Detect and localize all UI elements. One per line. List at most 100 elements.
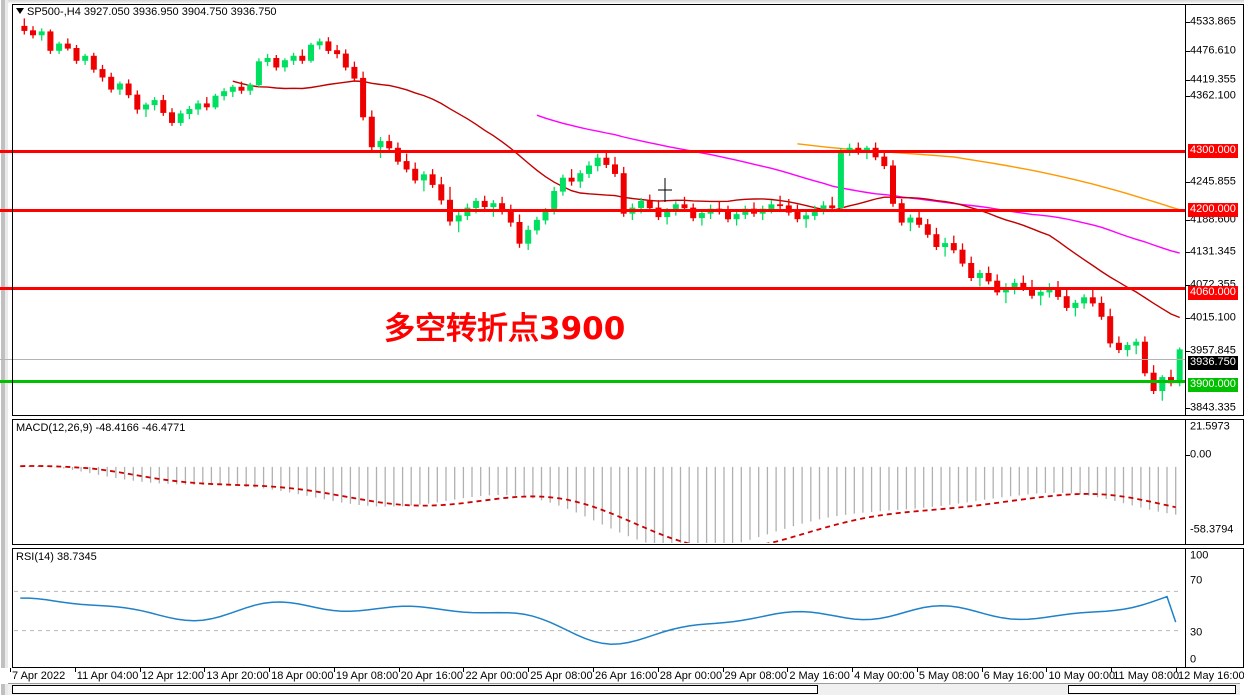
price-tick: 3957.845 bbox=[1190, 344, 1236, 357]
window-top-border bbox=[0, 0, 1244, 3]
axis-tickmark bbox=[1186, 182, 1190, 183]
level-tag-3900[interactable]: 3900.000 bbox=[1188, 378, 1238, 392]
price-tick: 4476.610 bbox=[1190, 44, 1236, 57]
level-tag-4200[interactable]: 4200.000 bbox=[1188, 203, 1238, 217]
scrollbar-thumb-right[interactable] bbox=[1068, 685, 1236, 694]
price-tick: 4245.855 bbox=[1190, 175, 1236, 188]
price-tick: 4419.355 bbox=[1190, 73, 1236, 86]
level-line-4300 bbox=[0, 150, 1185, 153]
symbol-header: SP500-,H4 3927.050 3936.950 3904.750 393… bbox=[16, 6, 277, 18]
time-tickmark bbox=[139, 668, 141, 672]
rsi-axis: 100 70 30 0 bbox=[1186, 548, 1244, 668]
time-tickmark bbox=[463, 668, 465, 672]
chart-annotation-text: 多空转折点3900 bbox=[384, 311, 626, 347]
time-axis-label: 22 Apr 00:00 bbox=[465, 670, 528, 682]
time-axis[interactable]: 7 Apr 2022 11 Apr 04:00 12 Apr 12:00 13 Apr… bbox=[0, 668, 1244, 684]
time-axis-label: 28 Apr 00:00 bbox=[659, 670, 723, 682]
macd-label: MACD(12,26,9) -48.4166 -46.4771 bbox=[16, 422, 186, 434]
scrollbar-thumb-left[interactable] bbox=[12, 685, 818, 694]
time-tickmark bbox=[1111, 668, 1113, 672]
axis-tickmark bbox=[1186, 22, 1190, 23]
axis-tickmark bbox=[1186, 318, 1190, 319]
level-line-4200 bbox=[0, 209, 1185, 212]
rsi-tick: 30 bbox=[1190, 626, 1203, 639]
time-axis-label: 5 May 08:00 bbox=[918, 670, 980, 682]
axis-tickmark bbox=[1186, 285, 1190, 286]
level-line-3900 bbox=[0, 380, 1185, 383]
level-tag-4300[interactable]: 4300.000 bbox=[1188, 144, 1238, 158]
level-tag-4060[interactable]: 4060.000 bbox=[1188, 286, 1238, 300]
time-axis-label: 25 Apr 08:00 bbox=[530, 670, 593, 682]
window-left-border bbox=[0, 0, 8, 695]
current-price-line bbox=[0, 359, 1185, 360]
horizontal-scrollbar[interactable] bbox=[8, 683, 1240, 695]
rsi-axis-separator bbox=[1185, 548, 1186, 668]
price-axis-separator bbox=[1185, 4, 1186, 416]
level-line-4060 bbox=[0, 287, 1185, 290]
axis-tickmark bbox=[1186, 80, 1190, 81]
time-tickmark bbox=[916, 668, 918, 672]
time-axis-label: 19 Apr 08:00 bbox=[335, 670, 399, 682]
macd-tick: 21.5973 bbox=[1190, 420, 1230, 433]
time-axis-label: 11 Apr 04:00 bbox=[76, 670, 139, 682]
price-tick: 4533.865 bbox=[1190, 15, 1236, 28]
price-tick: 4015.100 bbox=[1190, 311, 1236, 324]
time-axis-label: 18 Apr 00:00 bbox=[271, 670, 334, 682]
time-tickmark bbox=[657, 668, 659, 672]
price-tick: 4072.355 bbox=[1190, 278, 1236, 291]
axis-tickmark bbox=[1186, 351, 1190, 352]
time-tickmark bbox=[269, 668, 271, 672]
axis-tickmark bbox=[1186, 455, 1190, 456]
macd-axis-separator bbox=[1185, 419, 1186, 545]
time-axis-label: 6 May 16:00 bbox=[983, 670, 1045, 682]
axis-tickmark bbox=[1186, 220, 1190, 221]
price-candles bbox=[21, 18, 1183, 401]
time-axis-label: 26 Apr 16:00 bbox=[595, 670, 658, 682]
macd-tick: 0.00 bbox=[1190, 448, 1212, 461]
current-price-tag: 3936.750 bbox=[1188, 356, 1238, 370]
time-tickmark bbox=[1176, 668, 1177, 672]
symbol-quote-line: SP500-,H4 3927.050 3936.950 3904.750 393… bbox=[27, 6, 277, 18]
price-tick: 3843.335 bbox=[1190, 401, 1236, 414]
collapse-triangle-icon[interactable] bbox=[16, 8, 24, 15]
price-axis[interactable]: 4533.865 4476.610 4419.355 4362.100 4245… bbox=[1186, 4, 1244, 416]
time-axis-label: 11 May 08:00 bbox=[1113, 670, 1180, 682]
time-tickmark bbox=[74, 668, 76, 672]
macd-plot bbox=[19, 465, 1177, 543]
rsi-chart-panel[interactable] bbox=[12, 548, 1244, 668]
time-axis-label: 12 May 16:00 bbox=[1178, 670, 1244, 682]
rsi-label: RSI(14) 38.7345 bbox=[16, 551, 97, 563]
axis-tickmark bbox=[1186, 252, 1190, 253]
time-tickmark bbox=[528, 668, 530, 672]
time-axis-label: 10 May 00:00 bbox=[1048, 670, 1116, 682]
time-tickmark bbox=[10, 668, 11, 672]
time-tickmark bbox=[787, 668, 789, 672]
rsi-tick: 0 bbox=[1190, 653, 1197, 666]
time-tickmark bbox=[398, 668, 400, 672]
price-tick: 4188.600 bbox=[1190, 213, 1236, 226]
time-tickmark bbox=[204, 668, 206, 672]
price-tick: 4362.100 bbox=[1190, 89, 1236, 102]
rsi-tick: 70 bbox=[1190, 574, 1203, 587]
rsi-plot bbox=[14, 590, 1182, 645]
axis-tickmark bbox=[1186, 96, 1190, 97]
rsi-tick: 100 bbox=[1190, 549, 1209, 562]
time-axis-label: 7 Apr 2022 bbox=[12, 670, 66, 682]
time-tickmark bbox=[593, 668, 594, 672]
time-axis-label: 29 Apr 08:00 bbox=[724, 670, 787, 682]
time-axis-label: 20 Apr 16:00 bbox=[400, 670, 464, 682]
price-chart-panel[interactable] bbox=[12, 4, 1244, 416]
axis-tickmark bbox=[1186, 51, 1190, 52]
time-tickmark bbox=[981, 668, 983, 672]
macd-axis: 21.5973 0.00 -58.3794 bbox=[1186, 419, 1244, 545]
time-axis-label: 2 May 16:00 bbox=[789, 670, 850, 682]
macd-chart-panel[interactable] bbox=[12, 419, 1244, 545]
time-axis-label: 13 Apr 20:00 bbox=[206, 670, 269, 682]
macd-tick: -58.3794 bbox=[1190, 523, 1234, 536]
price-tick: 4131.345 bbox=[1190, 245, 1236, 258]
axis-tickmark bbox=[1186, 408, 1190, 409]
time-tickmark bbox=[333, 668, 335, 672]
time-axis-label: 4 May 00:00 bbox=[854, 670, 915, 682]
time-tickmark bbox=[852, 668, 854, 672]
